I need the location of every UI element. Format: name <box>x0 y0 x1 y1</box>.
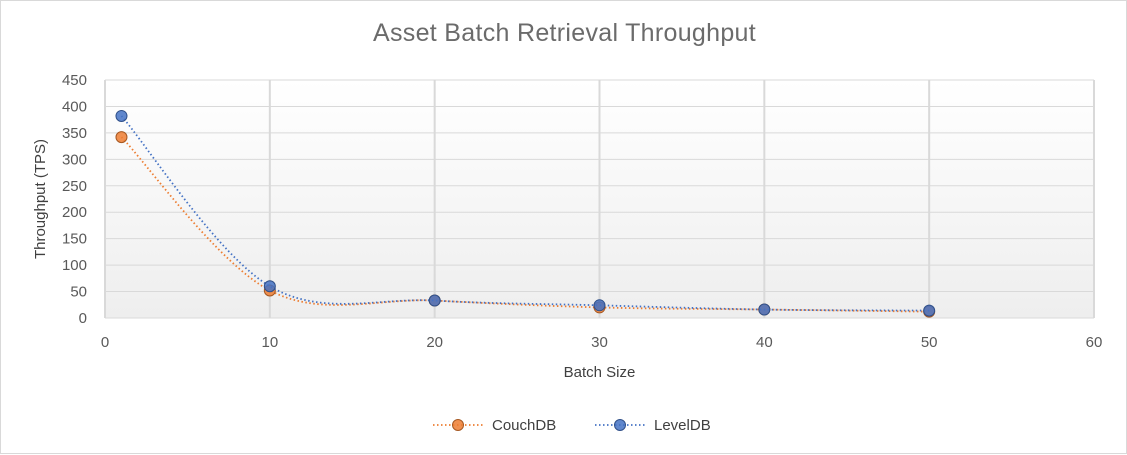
y-tick-label: 400 <box>62 98 87 115</box>
legend: CouchDB LevelDB <box>433 417 711 434</box>
x-tick-label: 40 <box>756 334 773 351</box>
axes: 0 50 100 150 200 250 300 350 400 450 0 10 20 30 40 50 60 <box>62 72 1102 351</box>
x-tick-label: 60 <box>1086 334 1103 351</box>
y-tick-label: 350 <box>62 125 87 142</box>
legend-label: CouchDB <box>492 417 556 434</box>
y-tick-label: 100 <box>62 257 87 274</box>
legend-marker <box>452 419 464 431</box>
chart-title: Asset Batch Retrieval Throughput <box>373 19 756 47</box>
legend-marker <box>614 419 626 431</box>
gridlines <box>104 79 1095 319</box>
series-leveldb <box>115 109 936 317</box>
y-tick-label: 50 <box>70 284 87 301</box>
data-point <box>115 109 128 122</box>
y-tick-label: 250 <box>62 178 87 195</box>
series-line <box>120 136 930 313</box>
data-point <box>263 280 276 293</box>
series-layer <box>115 109 936 318</box>
legend-item-couchdb: CouchDB <box>433 417 556 434</box>
x-tick-label: 50 <box>921 334 938 351</box>
x-tick-label: 30 <box>591 334 608 351</box>
y-tick-label: 200 <box>62 204 87 221</box>
y-tick-label: 450 <box>62 72 87 89</box>
x-tick-label: 10 <box>261 334 278 351</box>
data-point <box>593 299 606 312</box>
data-point <box>923 304 936 317</box>
legend-label: LevelDB <box>654 417 711 434</box>
data-point <box>115 131 128 144</box>
x-tick-label: 0 <box>101 334 109 351</box>
legend-item-leveldb: LevelDB <box>595 417 711 434</box>
data-point <box>758 303 771 316</box>
data-point <box>428 294 441 307</box>
x-axis-title: Batch Size <box>564 364 636 381</box>
y-axis-title: Throughput (TPS) <box>32 139 49 259</box>
y-tick-label: 300 <box>62 151 87 168</box>
x-tick-label: 20 <box>426 334 443 351</box>
y-tick-label: 0 <box>79 310 87 327</box>
y-tick-label: 150 <box>62 231 87 248</box>
